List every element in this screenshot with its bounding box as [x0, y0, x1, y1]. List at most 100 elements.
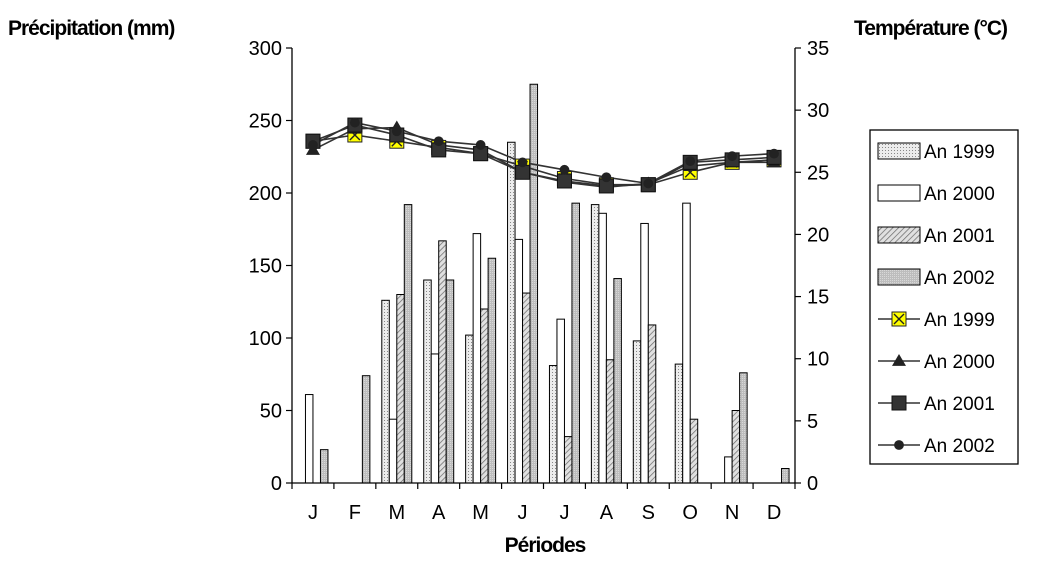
left-tick-label: 50 — [260, 401, 282, 423]
bar-an-2002 — [739, 372, 748, 484]
axes-layer: J F M A M J J A S O N D 0 50 100 150 200 250 300 0 5 10 15 20 25… — [249, 38, 830, 524]
legend-label: An 2000 — [924, 352, 995, 373]
marker-circle — [601, 172, 612, 183]
bar-an-2001 — [689, 418, 699, 484]
bar-an-2002 — [613, 278, 622, 484]
bar-an-2002 — [571, 202, 580, 484]
right-tick-label: 10 — [807, 349, 829, 371]
left-tick-label: 300 — [249, 38, 282, 60]
legend-label: An 2000 — [924, 184, 995, 205]
bar-an-2001 — [480, 308, 489, 484]
marker-circle — [391, 126, 402, 137]
bar-an-2000 — [598, 212, 607, 484]
right-tick-label: 20 — [807, 224, 829, 246]
x-tick-label: J — [518, 502, 528, 524]
x-tick-label: J — [308, 502, 318, 524]
bar-an-2002 — [529, 83, 539, 484]
legend: An 1999 An 2000 An 2001 An 2002 An 1999 An 20… — [869, 129, 1019, 465]
marker-circle — [349, 117, 360, 128]
marker-circle — [475, 140, 486, 150]
right-tick-label: 35 — [807, 38, 829, 60]
bar-an-2000 — [682, 202, 691, 484]
right-axis-title: Température (°C) — [854, 17, 1007, 40]
marker-square — [891, 395, 907, 411]
x-tick-label: M — [388, 502, 405, 524]
x-tick-label: A — [432, 502, 446, 524]
x-tick-label: S — [642, 502, 655, 524]
marker-circle — [433, 136, 444, 147]
line-an-2001 — [312, 124, 775, 187]
marker-circle — [517, 157, 528, 168]
bar-an-2001 — [605, 359, 615, 484]
bar-an-2002 — [361, 375, 371, 484]
left-axis-title: Précipitation (mm) — [8, 17, 174, 40]
left-tick-label: 150 — [249, 256, 282, 278]
bar-an-1999 — [465, 334, 474, 484]
x-tick-label: O — [682, 502, 698, 524]
right-tick-label: 30 — [807, 100, 829, 122]
right-tick-label: 0 — [807, 473, 818, 495]
left-tick-label: 200 — [249, 183, 282, 205]
left-tick-label: 250 — [249, 111, 282, 133]
legend-label: An 1999 — [924, 142, 995, 163]
marker-square — [556, 173, 572, 189]
legend-swatch-bar-an-2002 — [877, 268, 921, 286]
x-axis-title: Périodes — [505, 534, 586, 557]
marker-circle — [643, 178, 654, 189]
bars-layer — [304, 83, 790, 484]
bar-an-2000 — [304, 394, 314, 484]
marker-triangle — [892, 354, 906, 366]
marker-circle — [769, 148, 779, 159]
legend-swatch-bar-an-2001 — [877, 226, 921, 244]
x-tick-label: M — [472, 502, 489, 524]
bar-an-2000 — [724, 456, 733, 484]
right-tick-label: 25 — [807, 162, 829, 184]
x-tick-label: A — [600, 502, 614, 524]
marker-square — [515, 164, 531, 180]
bar-an-2002 — [319, 449, 329, 484]
bar-an-1999 — [632, 340, 642, 484]
marker-circle — [727, 151, 738, 162]
x-tick-label: F — [349, 502, 361, 524]
legend-label: An 2001 — [924, 394, 995, 415]
bar-an-2002 — [781, 468, 790, 484]
bar-an-2001 — [438, 240, 447, 484]
bar-an-2002 — [445, 279, 455, 484]
bar-an-2002 — [487, 257, 497, 484]
legend-swatch-bar-an-2000 — [877, 184, 921, 202]
bar-an-2000 — [388, 418, 398, 484]
bar-an-1999 — [590, 204, 600, 484]
legend-label: An 1999 — [924, 310, 995, 331]
marker-circle — [894, 440, 904, 450]
bar-an-2000 — [430, 353, 440, 484]
bar-an-2000 — [514, 238, 524, 484]
bar-an-1999 — [548, 365, 558, 484]
bar-an-1999 — [381, 299, 390, 484]
bar-an-2001 — [563, 436, 573, 484]
left-tick-label: 100 — [249, 328, 282, 350]
marker-circle — [559, 164, 570, 175]
marker-circle — [685, 156, 696, 167]
bar-an-2001 — [647, 324, 657, 484]
marker-x — [893, 313, 905, 325]
bar-an-2000 — [556, 318, 565, 484]
x-tick-label: D — [767, 502, 781, 524]
bar-an-2000 — [472, 233, 482, 484]
right-tick-label: 15 — [807, 287, 829, 309]
lines-layer — [305, 117, 782, 194]
bar-an-1999 — [507, 141, 516, 484]
bar-an-2001 — [396, 294, 405, 484]
legend-swatch-bar-an-1999 — [877, 142, 921, 160]
bar-an-1999 — [423, 279, 432, 484]
x-tick-label: N — [725, 502, 739, 524]
bar-an-2001 — [731, 410, 741, 484]
x-tick-label: J — [559, 502, 569, 524]
legend-label: An 2001 — [924, 226, 995, 247]
bar-an-2001 — [522, 292, 531, 484]
bar-an-2000 — [640, 222, 649, 484]
left-tick-label: 0 — [271, 473, 282, 495]
right-tick-label: 5 — [807, 411, 818, 433]
legend-label: An 2002 — [924, 436, 995, 457]
marker-circle — [308, 140, 318, 150]
